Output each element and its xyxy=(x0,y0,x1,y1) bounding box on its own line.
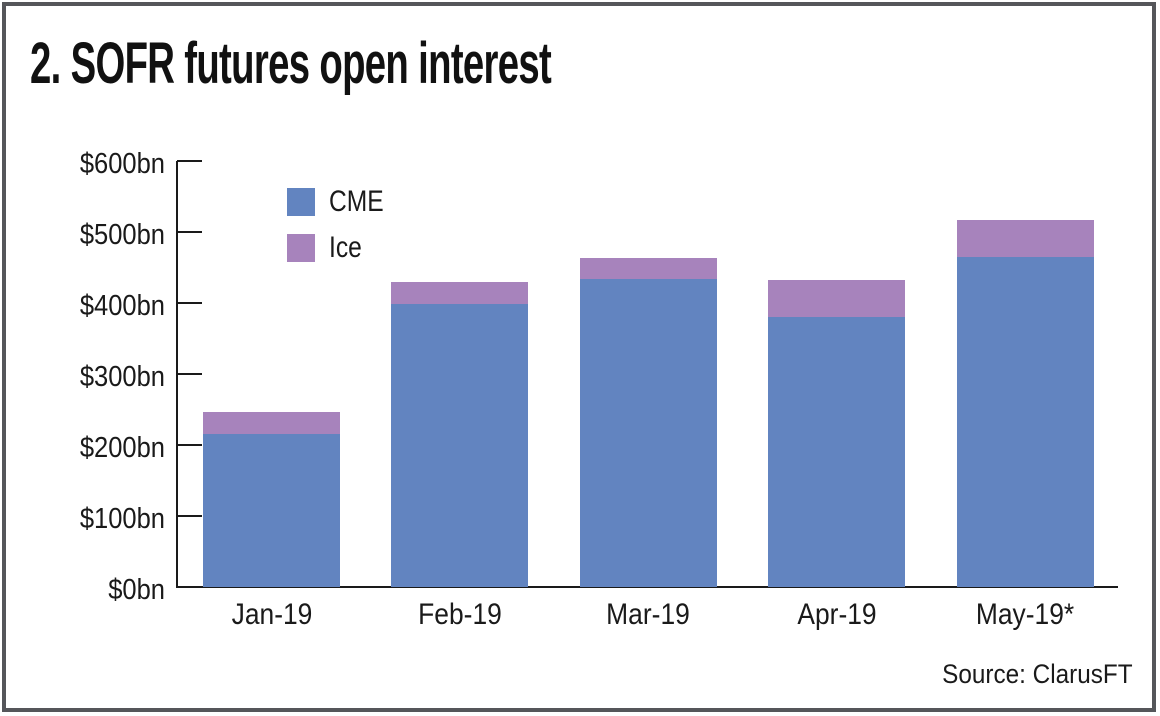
x-axis-category-label: Mar-19 xyxy=(606,598,691,631)
y-axis-tick xyxy=(177,515,202,517)
bar-segment-ice xyxy=(579,257,717,279)
y-axis-tick xyxy=(177,160,202,162)
bar-segment-ice xyxy=(391,281,529,305)
y-axis-tick-label: $600bn xyxy=(79,148,165,180)
x-axis-line xyxy=(176,586,1118,588)
ice-legend-swatch xyxy=(287,234,315,262)
y-axis-tick xyxy=(177,444,202,446)
bar-segment-cme xyxy=(579,278,717,587)
y-axis-tick-label: $400bn xyxy=(79,290,165,322)
x-axis-category-label: May-19* xyxy=(975,598,1075,631)
cme-legend-label: CME xyxy=(329,185,384,218)
bar-segment-cme xyxy=(956,256,1094,587)
legend-item-ice: Ice xyxy=(287,231,396,264)
y-axis-tick-label: $0bn xyxy=(108,574,165,606)
y-axis-tick xyxy=(177,373,202,375)
bar-segment-cme xyxy=(391,304,529,587)
bar-segment-ice xyxy=(203,411,340,435)
chart-title: 2. SOFR futures open interest xyxy=(30,31,552,96)
y-axis-tick-label: $100bn xyxy=(79,503,165,535)
y-axis-tick-label: $300bn xyxy=(79,361,165,393)
x-axis-category-label: Apr-19 xyxy=(797,598,877,631)
ice-legend-label: Ice xyxy=(329,231,362,264)
y-axis-tick-label: $200bn xyxy=(79,432,165,464)
x-axis-category-label: Jan-19 xyxy=(231,598,312,631)
y-axis-tick xyxy=(177,302,202,304)
bar-segment-ice xyxy=(768,280,906,318)
y-axis-tick xyxy=(177,231,202,233)
source-attribution: Source: ClarusFT xyxy=(942,659,1133,689)
bar-segment-cme xyxy=(768,317,906,587)
chart-legend: CME Ice xyxy=(287,185,396,280)
legend-item-cme: CME xyxy=(287,185,396,218)
bar-segment-ice xyxy=(956,219,1094,257)
bar-segment-cme xyxy=(203,434,340,587)
cme-legend-swatch xyxy=(287,188,315,216)
y-axis-tick-label: $500bn xyxy=(79,219,165,251)
x-axis-category-label: Feb-19 xyxy=(418,598,502,631)
